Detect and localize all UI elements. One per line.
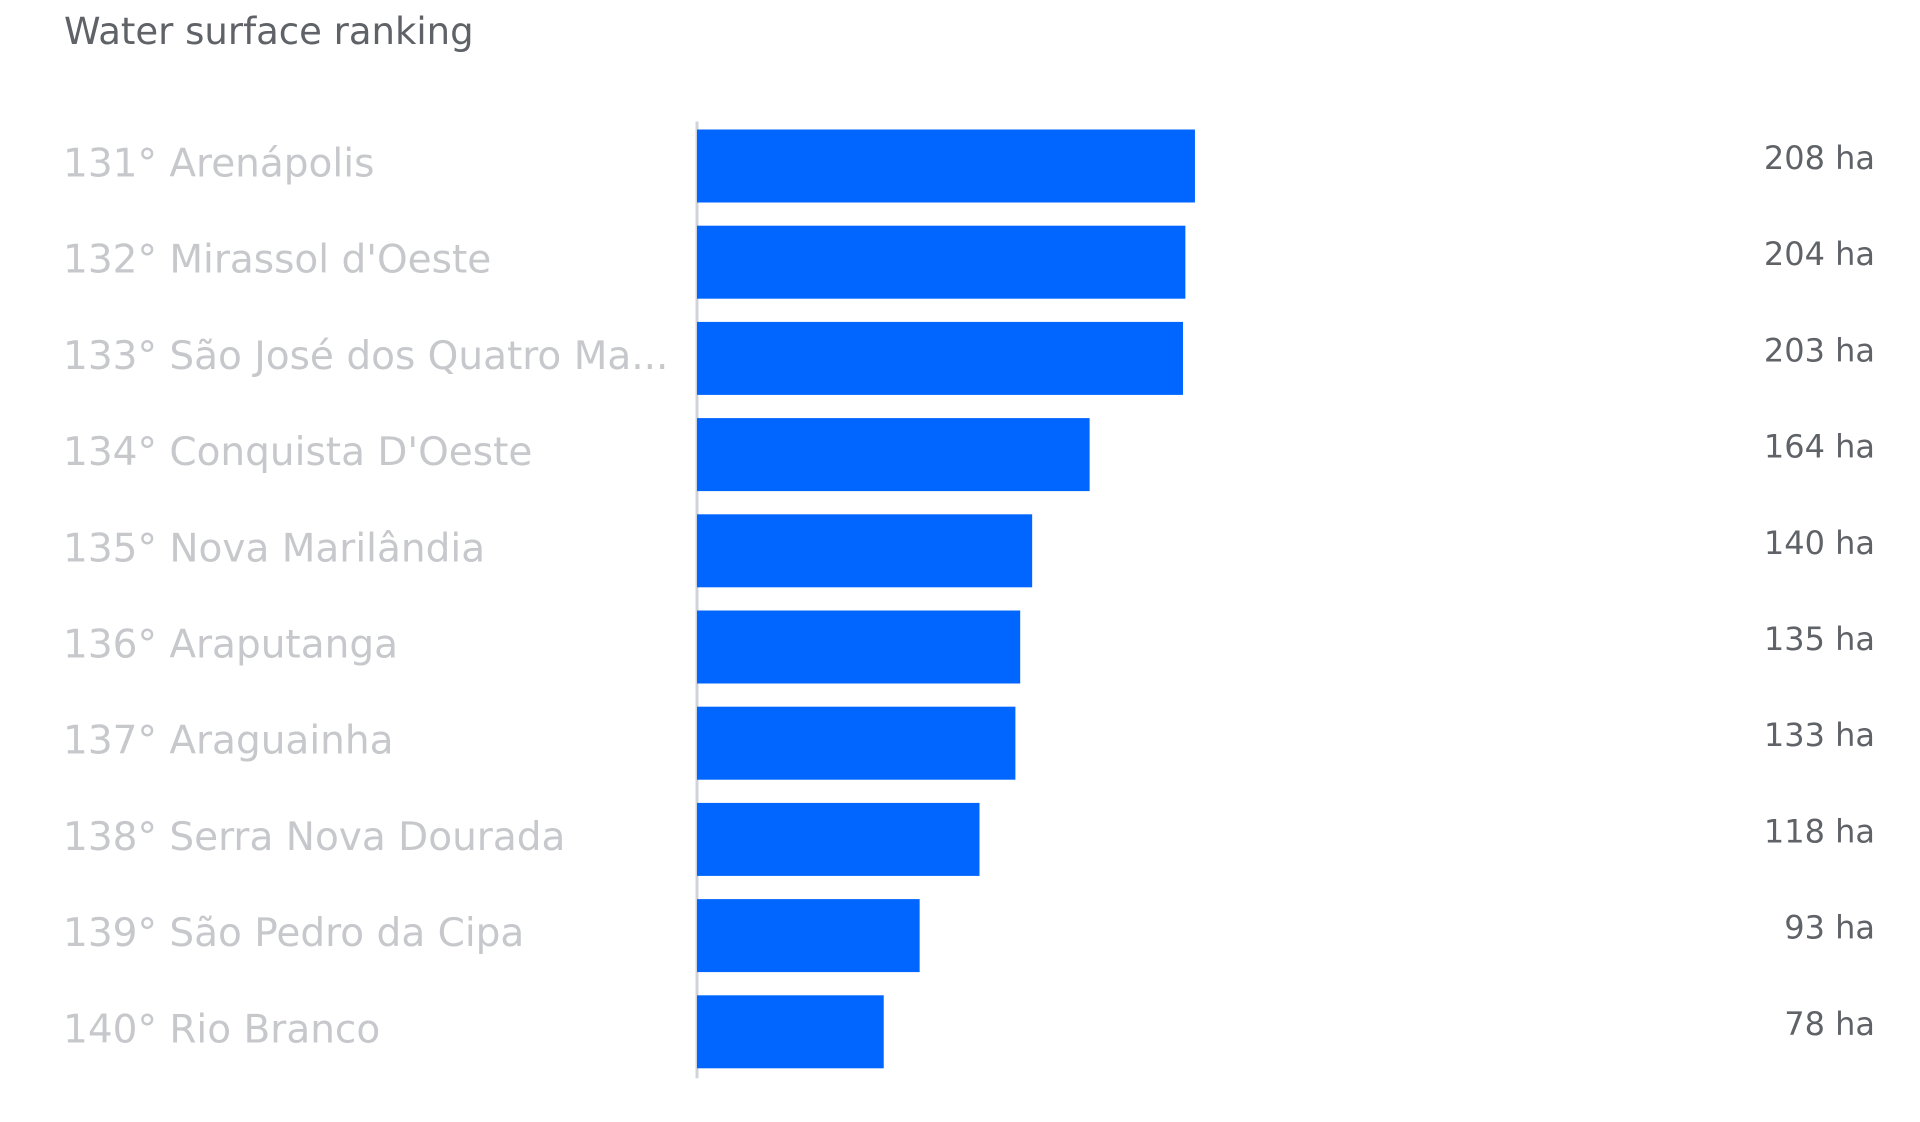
bar: [697, 321, 1183, 395]
category-label: 132° Mirassol d'Oeste: [63, 238, 491, 283]
bar: [697, 899, 920, 973]
bar: [697, 129, 1195, 203]
value-label: 78 ha: [1784, 1005, 1875, 1043]
bar: [697, 995, 884, 1069]
bar: [697, 802, 980, 876]
category-label: 137° Araguainha: [63, 719, 394, 764]
category-label: 133° São José dos Quatro Ma...: [63, 334, 668, 379]
value-label: 208 ha: [1764, 139, 1875, 177]
category-label: 135° Nova Marilândia: [63, 526, 485, 571]
category-label: 131° Arenápolis: [63, 142, 374, 187]
value-label: 204 ha: [1764, 235, 1875, 273]
value-label: 118 ha: [1764, 812, 1875, 850]
category-label: 139° São Pedro da Cipa: [63, 911, 524, 956]
bar: [697, 225, 1186, 299]
value-label: 133 ha: [1764, 716, 1875, 754]
category-label: 138° Serra Nova Dourada: [63, 815, 565, 860]
bar: [697, 418, 1090, 492]
chart-title: Water surface ranking: [64, 10, 474, 53]
value-label: 140 ha: [1764, 524, 1875, 562]
bar: [697, 610, 1021, 684]
value-label: 93 ha: [1784, 909, 1875, 947]
category-label: 140° Rio Branco: [63, 1007, 380, 1052]
category-label: 134° Conquista D'Oeste: [63, 430, 532, 475]
value-label: 164 ha: [1764, 428, 1875, 466]
category-label: 136° Araputanga: [63, 623, 398, 668]
bar: [697, 514, 1033, 588]
value-label: 135 ha: [1764, 620, 1875, 658]
value-label: 203 ha: [1764, 331, 1875, 369]
bar: [697, 706, 1016, 780]
